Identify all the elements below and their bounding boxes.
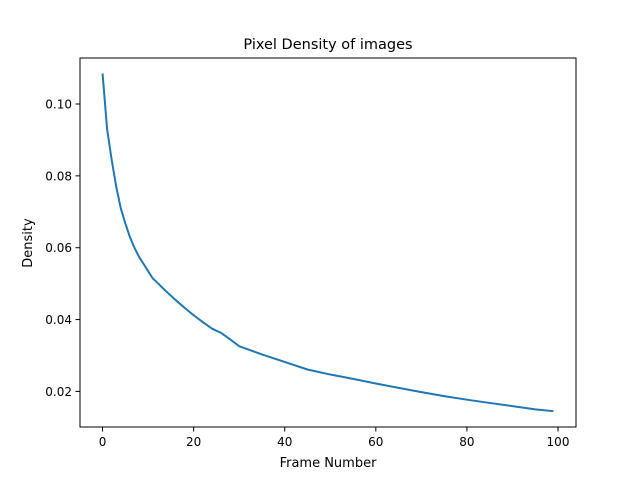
plot-area-frame [79,57,577,428]
y-tick-label: 0.04 [45,313,72,327]
y-tick-label: 0.02 [45,385,72,399]
x-tick-label: 80 [459,435,474,449]
x-tick-label: 0 [99,435,107,449]
x-axis-label: Frame Number [280,456,378,471]
series-line-0 [101,73,554,413]
y-axis-label: Density [21,218,36,268]
y-tick-label: 0.10 [45,97,72,111]
series-layer [101,73,554,413]
x-tick-label: 100 [547,435,570,449]
y-tick-label: 0.08 [45,169,72,183]
chart-title: Pixel Density of images [243,37,412,53]
x-tick-label: 60 [368,435,383,449]
x-tick-label: 20 [186,435,201,449]
y-tick-label: 0.06 [45,241,72,255]
x-axis-ticks: 0 20 40 60 80 100 [99,427,570,449]
y-axis-ticks: 0.02 0.04 0.06 0.08 0.10 [45,97,80,399]
x-tick-label: 40 [277,435,292,449]
